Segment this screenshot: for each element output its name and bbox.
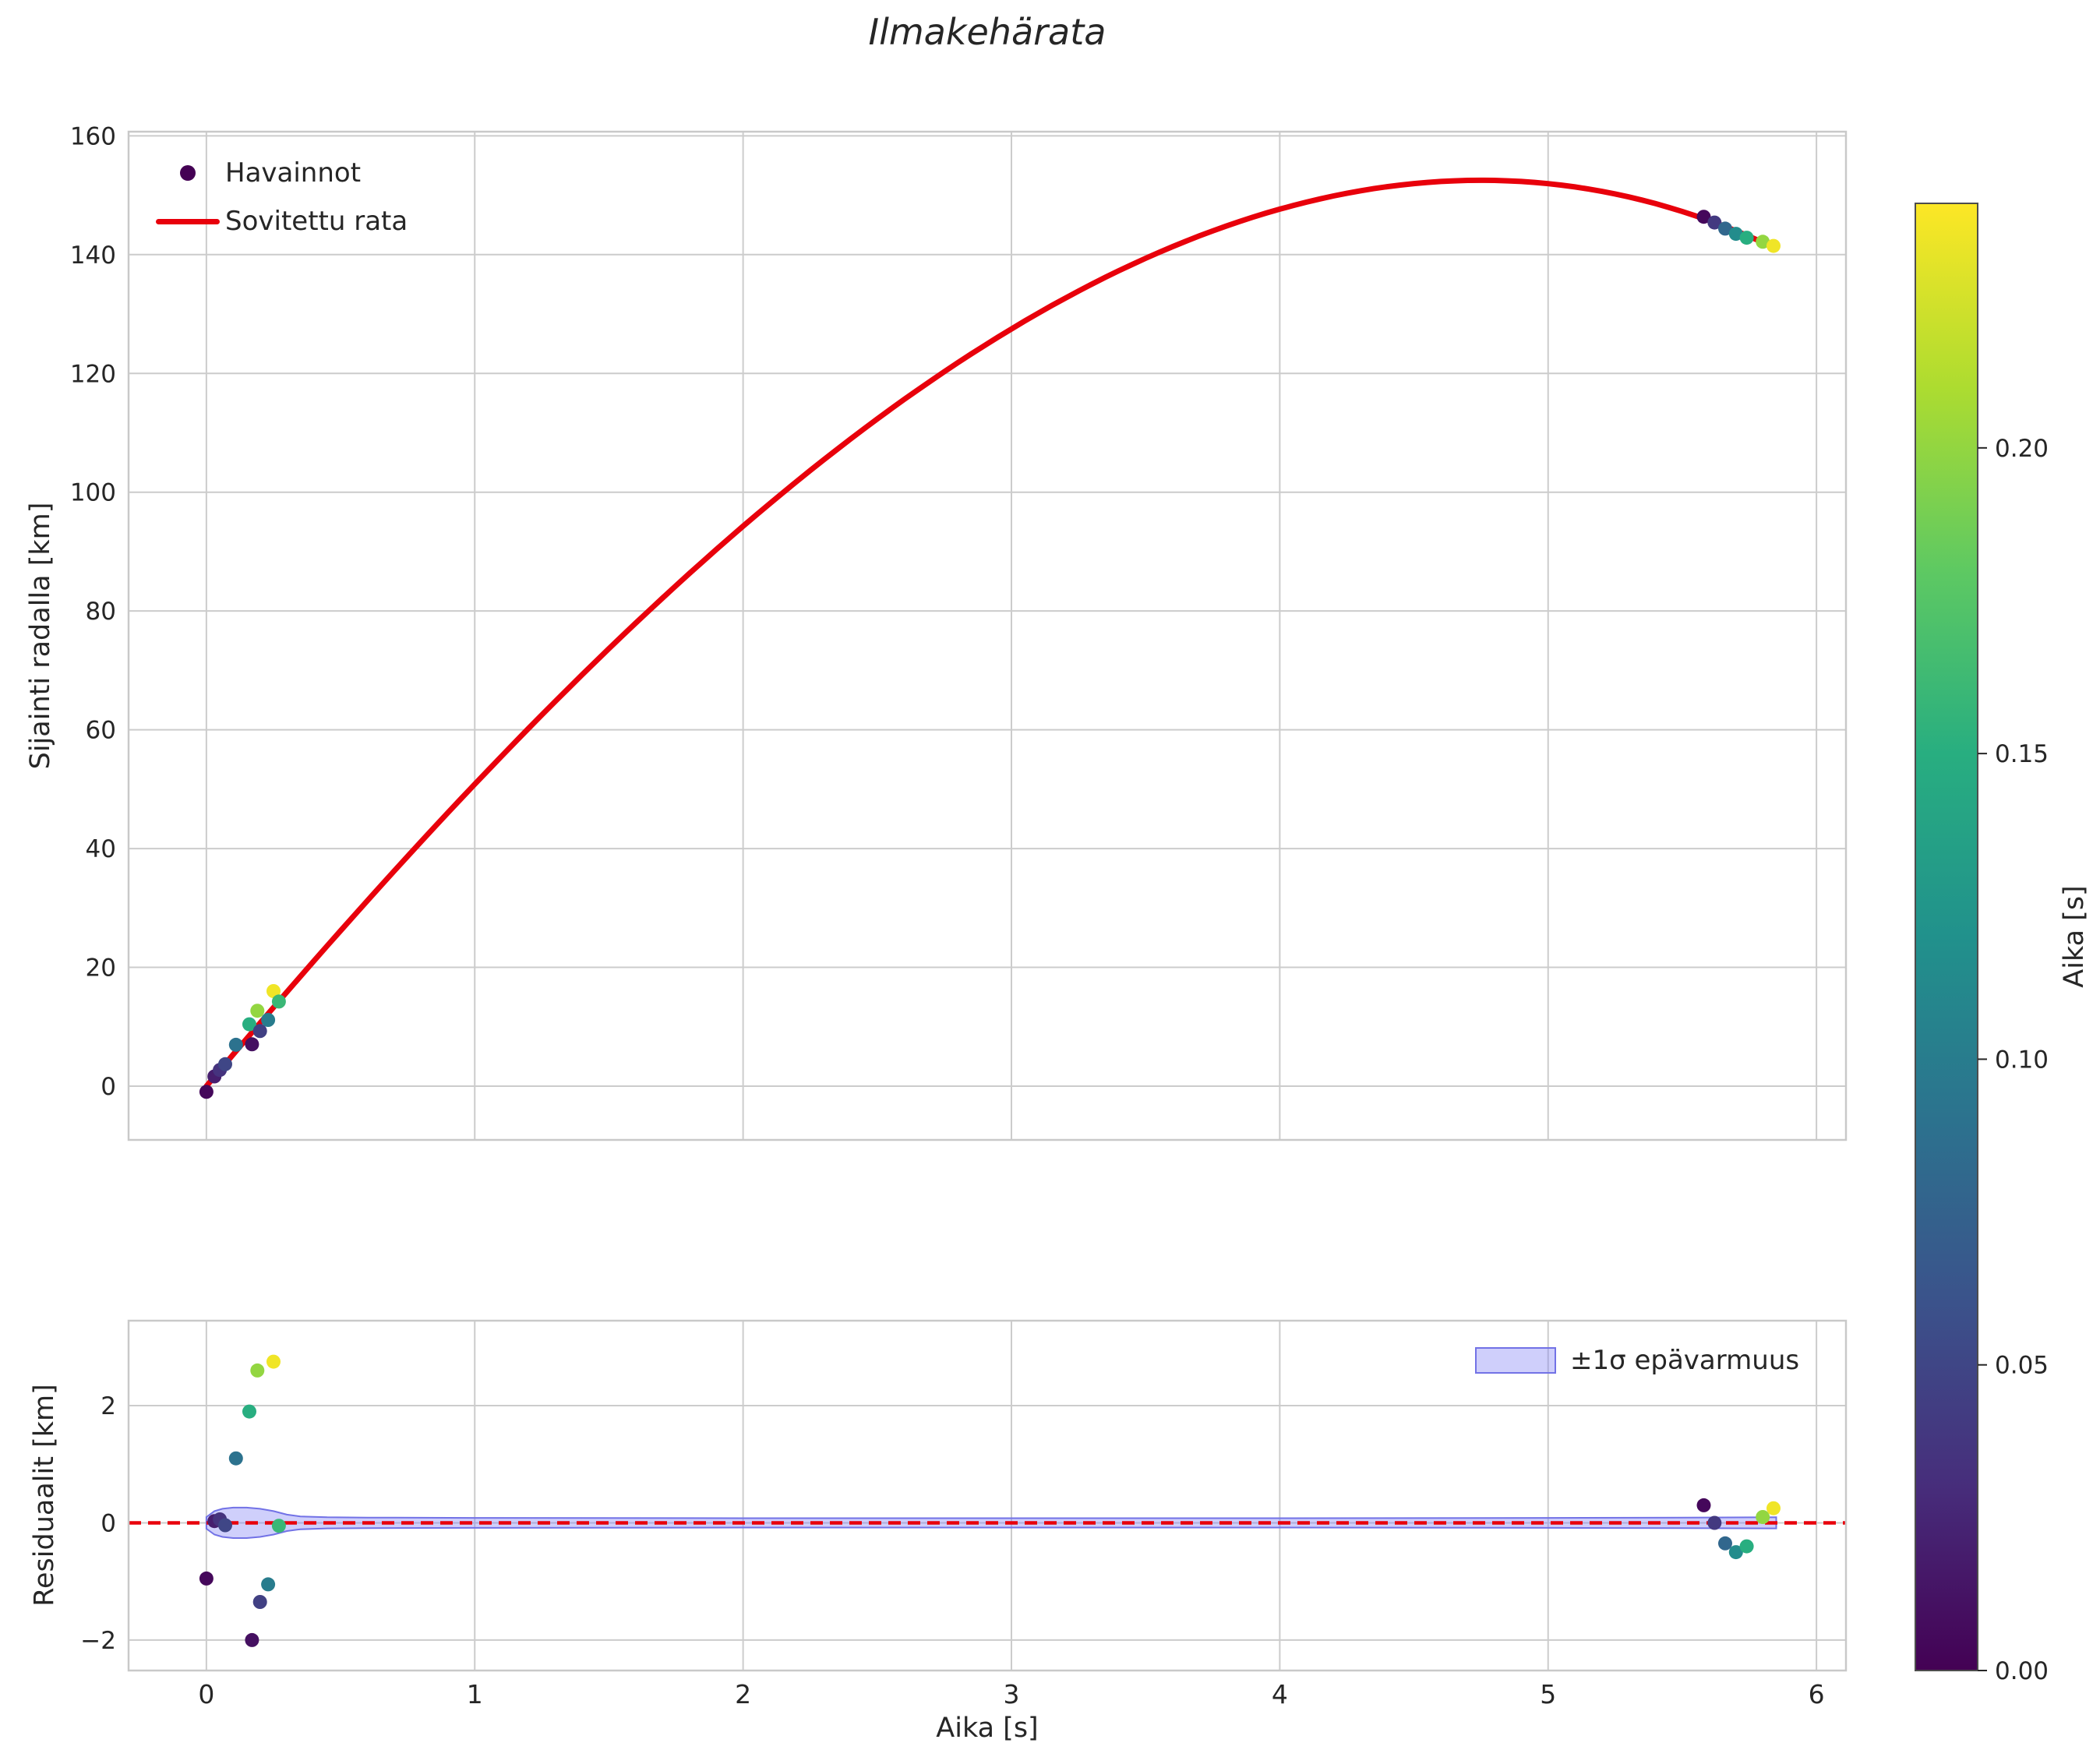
scatter-point — [250, 1004, 265, 1018]
x-tick-label: 4 — [1272, 1679, 1288, 1709]
scatter-point — [271, 994, 286, 1009]
scatter-point — [261, 1013, 276, 1027]
scatter-marker-icon — [150, 165, 225, 181]
x-tick-label: 1 — [467, 1679, 483, 1709]
x-tick-label: 6 — [1809, 1679, 1825, 1709]
scatter-point — [1696, 210, 1711, 224]
residual-point — [1718, 1536, 1732, 1551]
scatter-point — [1707, 215, 1722, 230]
scatter-point — [266, 984, 281, 998]
y-tick-label: 0 — [101, 1073, 116, 1101]
residual-point — [245, 1632, 259, 1647]
residual-point — [1739, 1539, 1754, 1554]
y-tick-label: 0 — [101, 1509, 116, 1537]
y-tick-label: 160 — [70, 122, 116, 150]
residual-y-axis-label: Residuaalit [km] — [29, 1384, 60, 1607]
scatter-point — [1766, 238, 1781, 253]
colorbar-label: Aika [s] — [2059, 885, 2090, 988]
fitted-curve-path — [203, 177, 1779, 1089]
colorbar-tick-label: 0.05 — [1995, 1352, 2049, 1380]
residual-point — [228, 1451, 243, 1466]
scatter-point — [218, 1057, 232, 1071]
top-y-axis-label: Sijainti radalla [km] — [25, 502, 56, 770]
y-tick-label: 40 — [86, 835, 116, 863]
colorbar-gradient — [1915, 203, 1978, 1671]
colorbar-tick-label: 0.00 — [1995, 1657, 2049, 1685]
y-tick-label: 2 — [101, 1392, 116, 1420]
legend: Havainnot Sovitettu rata — [150, 154, 408, 240]
legend-item-fitted-curve: Sovitettu rata — [150, 203, 408, 240]
axes-border — [127, 130, 1848, 1141]
y-tick-label: 100 — [70, 479, 116, 507]
residual-point — [242, 1404, 256, 1419]
colorbar-tick-label: 0.15 — [1995, 740, 2049, 768]
y-tick-label: 20 — [86, 954, 116, 983]
residual-point — [1707, 1515, 1722, 1530]
legend-label-uncertainty: ±1σ epävarmuus — [1570, 1345, 1800, 1376]
residual-point — [252, 1595, 267, 1609]
scatter-point — [242, 1017, 256, 1032]
y-tick-label: 60 — [86, 717, 116, 745]
line-marker-icon — [150, 218, 225, 224]
residual-point — [1756, 1510, 1770, 1524]
residual-point — [266, 1354, 281, 1369]
scatter-point — [228, 1037, 243, 1052]
residual-point — [1766, 1501, 1781, 1515]
scatter-point — [245, 1037, 259, 1052]
colorbar-tick-label: 0.20 — [1995, 435, 2049, 463]
chart-title: Ilmakehärata — [868, 11, 1106, 53]
residual-point — [1696, 1498, 1711, 1512]
scatter-point — [252, 1024, 267, 1039]
residual-point — [199, 1571, 214, 1586]
legend-residual: ±1σ epävarmuus — [1475, 1345, 1799, 1376]
axes-border — [127, 1319, 1848, 1672]
scatter-point — [1728, 227, 1743, 242]
legend-label-fitted-curve: Sovitettu rata — [225, 206, 408, 237]
residual-point — [1728, 1545, 1743, 1560]
x-tick-label: 5 — [1540, 1679, 1556, 1709]
colorbar-tick-label: 0.10 — [1995, 1046, 2049, 1074]
scatter-point — [1739, 231, 1754, 245]
x-tick-label: 2 — [735, 1679, 751, 1709]
x-tick-label: 3 — [1003, 1679, 1019, 1709]
uncertainty-band-swatch-icon — [1475, 1347, 1556, 1374]
residual-point — [218, 1518, 232, 1533]
y-tick-label: 140 — [70, 242, 116, 270]
x-tick-label: 0 — [198, 1679, 214, 1709]
residual-point — [261, 1577, 276, 1592]
residual-point — [271, 1519, 286, 1533]
legend-label-observations: Havainnot — [225, 157, 362, 189]
residual-point — [250, 1363, 265, 1378]
x-axis-label: Aika [s] — [936, 1713, 1039, 1744]
legend-item-observations: Havainnot — [150, 154, 408, 192]
scatter-point — [1718, 221, 1732, 236]
y-tick-label: −2 — [80, 1627, 116, 1655]
scatter-point — [199, 1085, 214, 1099]
colorbar-outline — [1915, 203, 1978, 1671]
scatter-point — [1756, 235, 1770, 249]
y-tick-label: 80 — [86, 598, 116, 626]
y-tick-label: 120 — [70, 360, 116, 388]
